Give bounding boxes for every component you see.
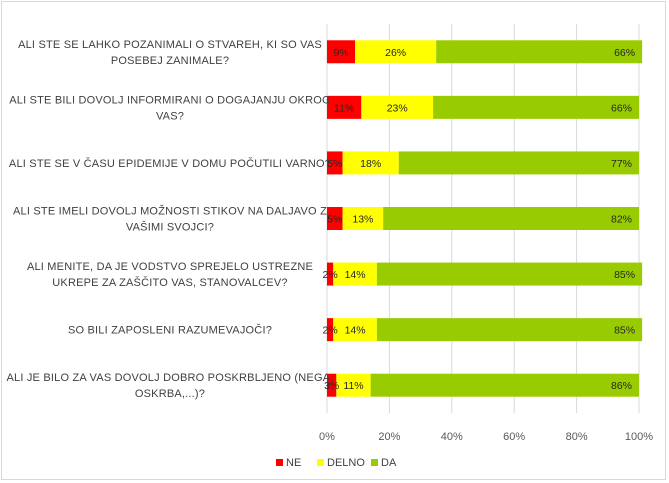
category-label: ALI STE SE LAHKO POZANIMALI O STVAREH, K…: [18, 39, 322, 51]
data-label: 9%: [333, 47, 348, 59]
bar-da: [370, 373, 639, 397]
bar-delno: [355, 40, 437, 64]
bar-da: [376, 262, 643, 286]
data-label: 14%: [345, 325, 366, 337]
data-label: 11%: [343, 380, 363, 392]
data-label: 23%: [387, 102, 408, 114]
category-label: SO BILI ZAPOSLENI RAZUMEVAJOČI?: [68, 324, 272, 337]
bar-delno: [336, 373, 371, 397]
data-label: 5%: [327, 214, 342, 226]
x-tick-label: 40%: [441, 431, 463, 443]
data-label: 18%: [360, 158, 381, 170]
bar-ne: [327, 262, 334, 286]
category-label: ALI STE BILI DOVOLJ INFORMIRANI O DOGAJA…: [9, 94, 331, 106]
legend-swatch: [371, 459, 378, 466]
data-label: 26%: [385, 47, 406, 59]
bar-delno: [361, 95, 434, 119]
x-axis-ticks: 0% 20% 40% 60% 80% 100%: [319, 431, 653, 443]
category-label: VAŠIMI SVOJCI?: [126, 221, 214, 234]
category-label: VAS?: [156, 110, 184, 122]
legend-label: NE: [286, 457, 301, 469]
x-tick-label: 80%: [566, 431, 588, 443]
legend-label: DELNO: [327, 457, 365, 469]
bar-ne: [327, 373, 337, 397]
x-tick-label: 60%: [503, 431, 525, 443]
data-label: 77%: [611, 158, 632, 170]
category-label: UKREPE ZA ZAŠČITO VAS, STANOVALCEV?: [52, 276, 287, 289]
bar-ne: [327, 95, 362, 119]
bar-ne: [327, 40, 356, 64]
x-tick-label: 0%: [319, 431, 335, 443]
legend-label: DA: [381, 457, 397, 469]
category-labels: ALI STE SE LAHKO POZANIMALI O STVAREH, K…: [6, 39, 333, 400]
data-label: 85%: [614, 269, 635, 281]
bar-da: [383, 207, 639, 230]
data-label: 66%: [611, 102, 632, 114]
x-tick-label: 100%: [625, 431, 653, 443]
legend: NE DELNO DA: [276, 457, 397, 469]
legend-swatch: [317, 459, 324, 466]
data-label: 66%: [614, 47, 635, 59]
category-label: POSEBEJ ZANIMALE?: [111, 55, 229, 67]
bar-da: [436, 40, 643, 64]
data-label: 82%: [611, 214, 632, 226]
data-label: 11%: [334, 102, 354, 114]
category-label: ALI JE BILO ZA VAS DOVOLJ DOBRO POSKRBLJ…: [6, 372, 333, 384]
category-label: ALI STE SE V ČASU EPIDEMIJE V DOMU POČUT…: [9, 157, 331, 170]
bar-delno: [333, 318, 377, 342]
x-tick-label: 20%: [378, 431, 400, 443]
legend-swatch: [276, 459, 283, 466]
data-label: 85%: [614, 325, 635, 337]
category-label: ALI MENITE, DA JE VODSTVO SPREJELO USTRE…: [27, 261, 313, 273]
data-label: 2%: [323, 325, 338, 337]
data-label: 3%: [324, 380, 339, 392]
bar-ne: [327, 318, 334, 342]
data-label: 2%: [323, 269, 338, 281]
bar-delno: [342, 151, 399, 175]
data-label: 5%: [327, 158, 342, 170]
bar-ne: [327, 151, 343, 175]
bar-delno: [333, 262, 377, 286]
data-label: 13%: [352, 214, 373, 226]
data-label: 86%: [611, 380, 632, 392]
category-label: ALI STE IMELI DOVOLJ MOŽNOSTI STIKOV NA …: [13, 205, 327, 218]
category-label: OSKRBA,...)?: [135, 388, 205, 400]
bar-da: [376, 318, 643, 342]
bar-da: [433, 95, 639, 119]
bar-ne: [327, 207, 343, 230]
bar-da: [398, 151, 639, 175]
data-label: 14%: [345, 269, 366, 281]
bars: 9% 26% 66% 11% 23% 66% 5% 18% 77% 5% 13% 82% 2% 14% 85…: [323, 40, 643, 397]
bar-delno: [342, 207, 384, 230]
